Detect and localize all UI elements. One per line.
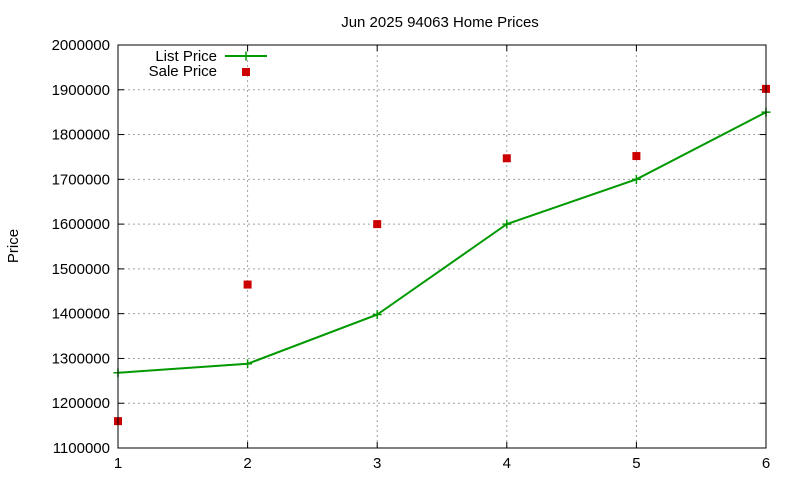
x-tick-label: 1 xyxy=(114,455,122,472)
sale-price-point xyxy=(243,280,252,289)
x-tick-label: 6 xyxy=(762,455,770,472)
list-price-point xyxy=(502,219,512,229)
x-tick-label: 5 xyxy=(632,455,640,472)
grid xyxy=(118,45,766,448)
y-tick-label: 1300000 xyxy=(52,350,110,367)
list-price-point xyxy=(243,359,253,369)
legend-label-list-price: List Price xyxy=(155,48,217,65)
sale-price-point xyxy=(502,154,511,163)
series-layer xyxy=(113,84,771,426)
plot-border xyxy=(117,44,767,449)
x-tick-label: 4 xyxy=(503,455,511,472)
y-tick-label: 1500000 xyxy=(52,261,110,278)
y-tick-label: 1700000 xyxy=(52,171,110,188)
y-tick-label: 1200000 xyxy=(52,395,110,412)
y-tick-label: 1900000 xyxy=(52,82,110,99)
axis-ticks: 1100000 1200000 1300000 1400000 1500000 16000… xyxy=(52,37,771,472)
sale-price-point xyxy=(373,220,382,229)
list-price-point xyxy=(631,174,641,184)
y-tick-label: 1800000 xyxy=(52,127,110,144)
list-price-point xyxy=(372,310,382,320)
sale-price-point xyxy=(632,152,641,161)
x-tick-label: 3 xyxy=(373,455,381,472)
chart-title: Jun 2025 94063 Home Prices xyxy=(341,14,539,31)
y-tick-label: 1600000 xyxy=(52,216,110,233)
y-tick-label: 1400000 xyxy=(52,306,110,323)
legend-marker-list-price xyxy=(241,51,251,61)
x-tick-label: 2 xyxy=(243,455,251,472)
legend-label-sale-price: Sale Price xyxy=(149,63,217,80)
list-price-line xyxy=(117,111,767,374)
y-axis-label: Price xyxy=(5,229,22,263)
legend-marker-sale-price xyxy=(242,68,250,76)
y-tick-label: 2000000 xyxy=(52,37,110,54)
y-tick-label: 1100000 xyxy=(53,440,110,457)
